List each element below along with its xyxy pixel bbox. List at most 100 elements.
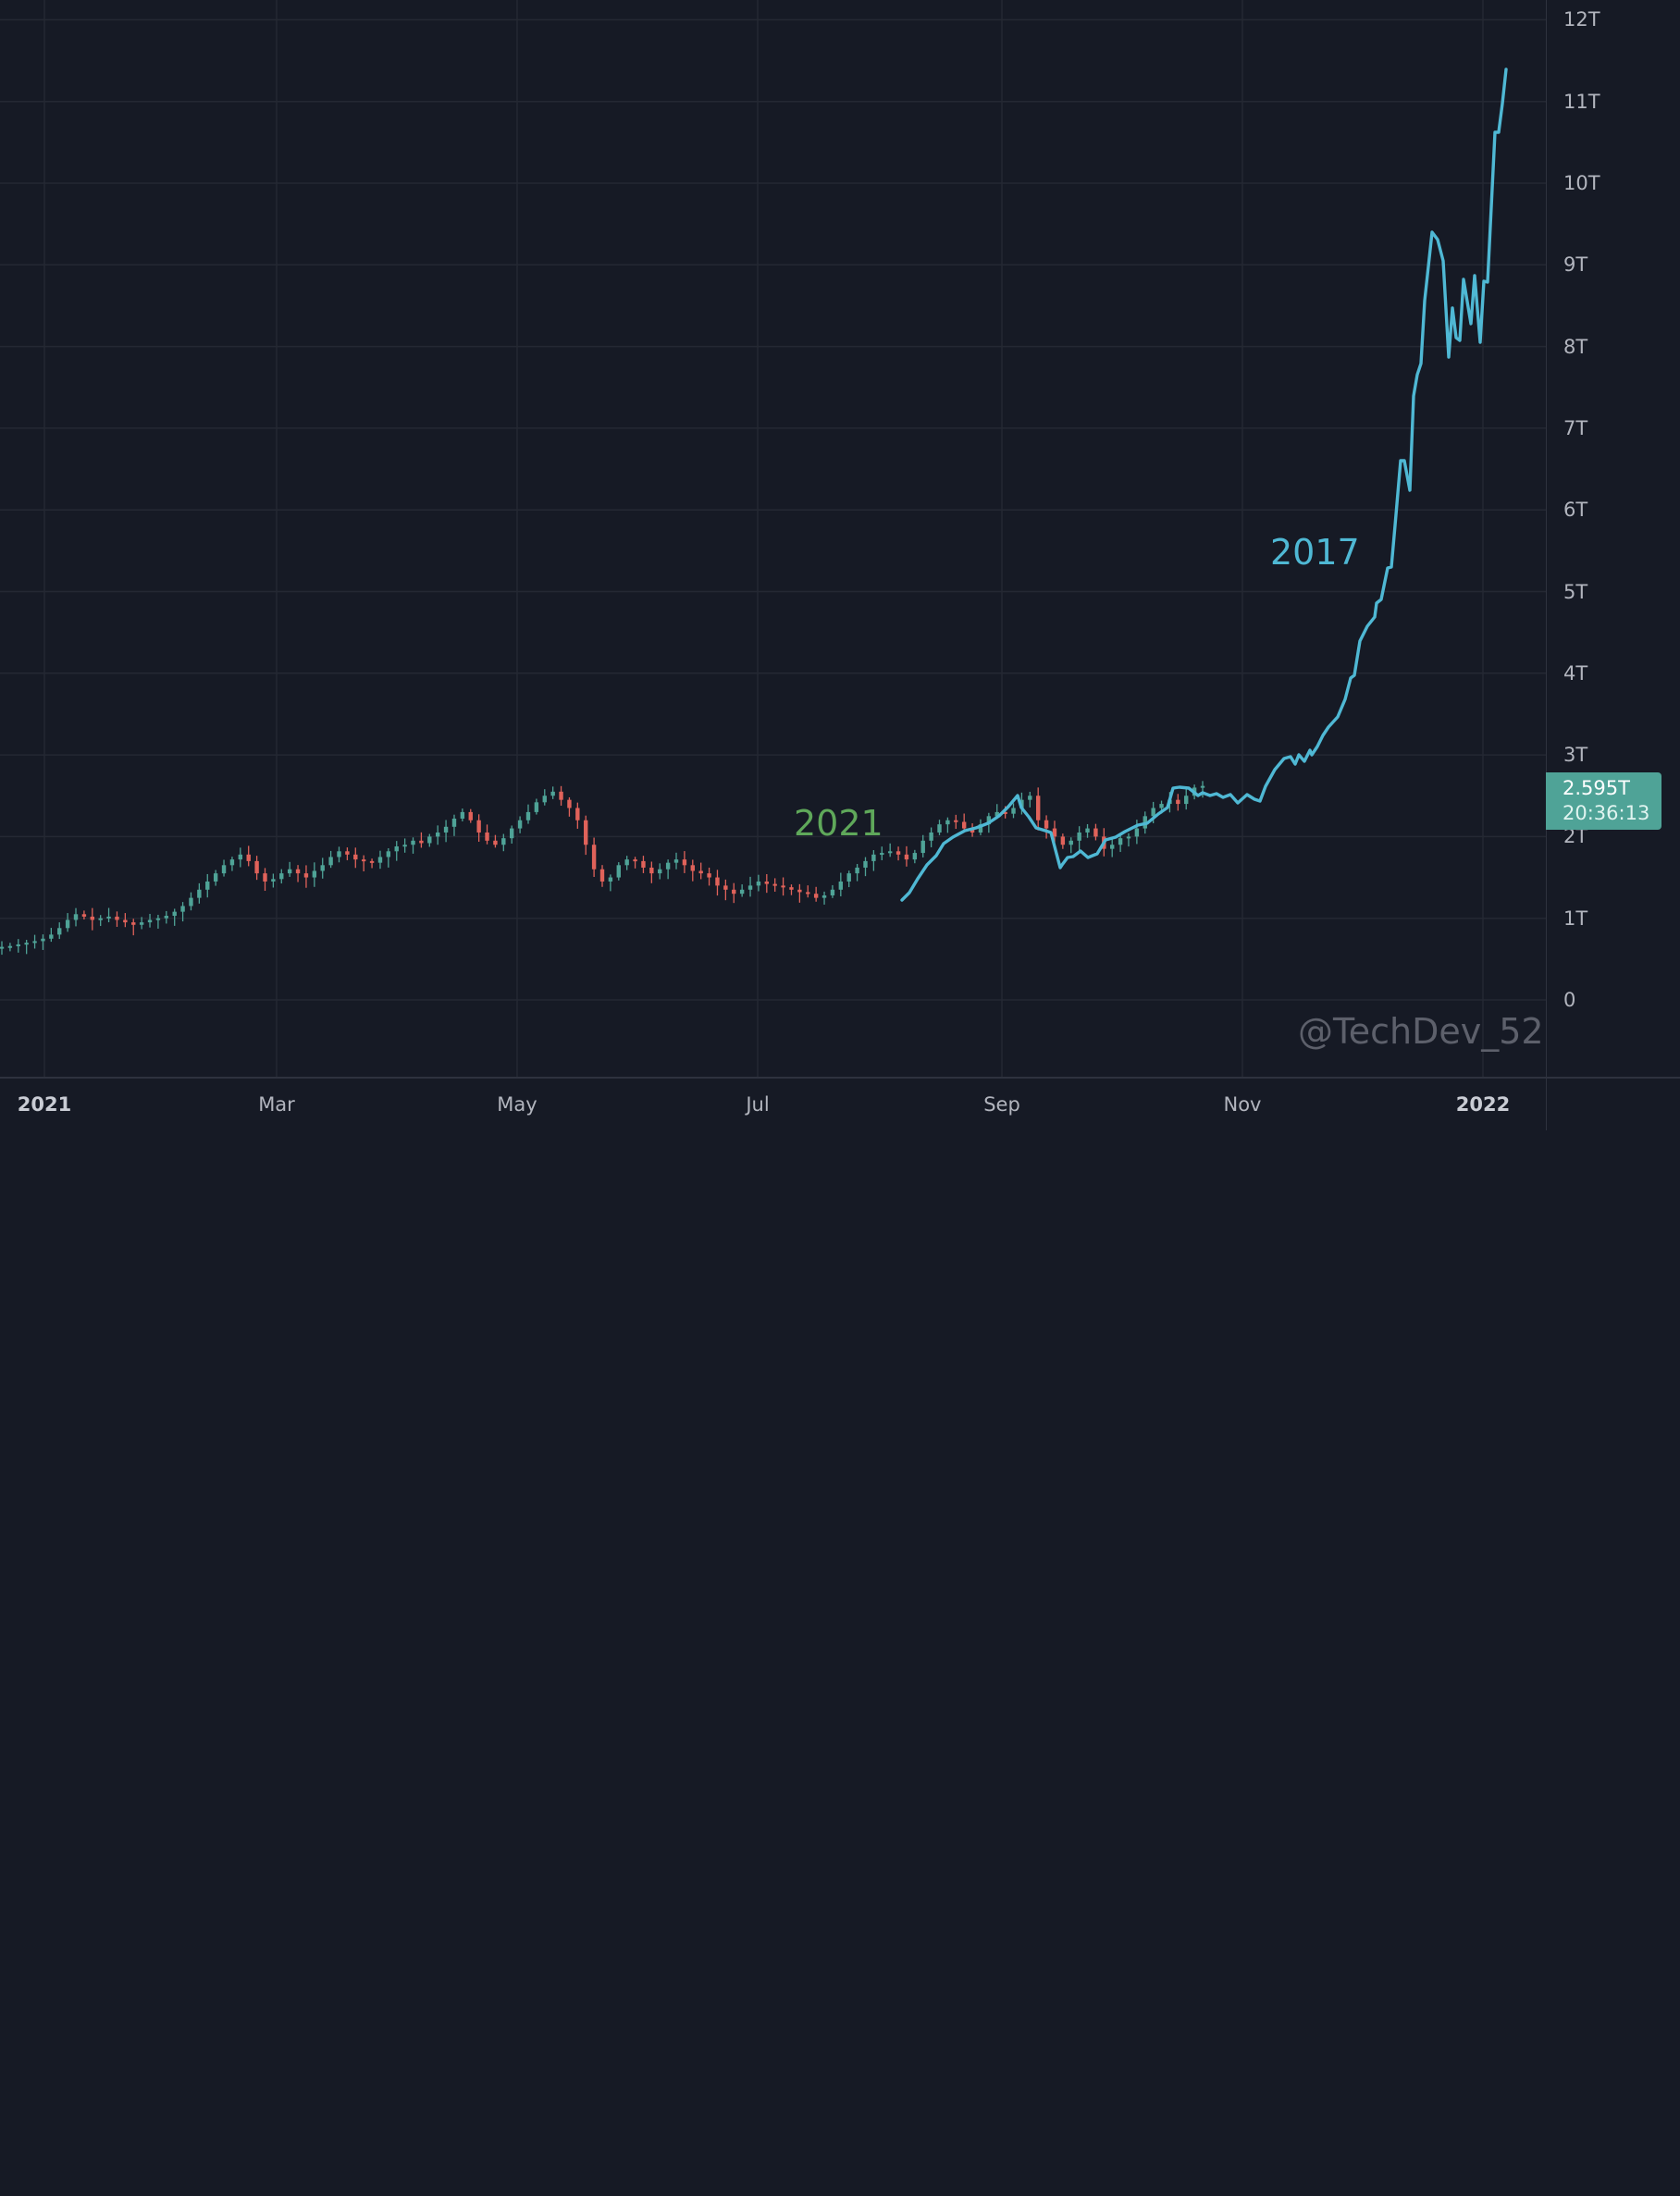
candle-body	[945, 820, 950, 825]
candle-body	[1003, 811, 1007, 814]
candle-body	[880, 853, 884, 856]
candle-body	[369, 860, 375, 863]
time-tick: Sep	[983, 1093, 1020, 1116]
watermark: @TechDev_52	[1298, 1011, 1544, 1052]
price-tick: 0	[1563, 989, 1576, 1011]
candle-body	[386, 851, 391, 857]
bar-countdown: 20:36:13	[1563, 802, 1650, 824]
candle-body	[772, 883, 777, 886]
candle-body	[1126, 836, 1131, 839]
candle-body	[73, 914, 79, 920]
candle-body	[460, 811, 465, 819]
chart-pane[interactable]: 2021 2017 @TechDev_52	[0, 0, 1546, 1077]
candle-body	[1118, 838, 1123, 845]
candle-body	[616, 865, 621, 878]
candle-body	[402, 845, 407, 847]
last-price-value: 2.595T	[1563, 777, 1630, 799]
candle-body	[525, 811, 531, 820]
candle-body	[41, 938, 45, 942]
candle-body	[912, 853, 918, 860]
time-tick: May	[497, 1093, 537, 1116]
time-tick: Nov	[1223, 1093, 1262, 1116]
candle-body	[1035, 796, 1041, 820]
candle-body	[723, 885, 728, 890]
candle-body	[1159, 804, 1164, 808]
candle-body	[468, 811, 473, 820]
candle-body	[707, 873, 711, 878]
candle-body	[246, 854, 251, 861]
candle-body	[32, 941, 37, 944]
price-tick: 4T	[1563, 661, 1588, 685]
candle-body	[608, 877, 613, 882]
candle-body	[106, 916, 111, 919]
annotation-2017-label: 2017	[1270, 532, 1360, 573]
candle-body	[739, 889, 745, 894]
price-tick: 12T	[1563, 8, 1600, 31]
candle-body	[65, 919, 70, 929]
chart-plot[interactable]	[0, 0, 1546, 1077]
candle-body	[624, 859, 629, 866]
candle-body	[970, 828, 975, 833]
candle-body	[1077, 832, 1081, 841]
candle-body	[16, 944, 20, 946]
candle-body	[994, 811, 999, 817]
candle-body	[838, 881, 844, 890]
candle-body	[1151, 808, 1155, 817]
candle-body	[303, 873, 309, 878]
candle-body	[361, 859, 366, 862]
price-axis[interactable]: 12T 11T 10T 9T 8T 7T 6T 5T 4T 3T 2T 1T 0	[1546, 0, 1680, 1077]
time-axis[interactable]: 2021 Mar May Jul Sep Nov 2022	[0, 1077, 1546, 1130]
price-tick: 8T	[1563, 335, 1588, 358]
candle-body	[806, 892, 810, 894]
candle-body	[904, 854, 909, 860]
price-tick: 1T	[1563, 907, 1588, 930]
candle-body	[501, 838, 506, 845]
candle-body	[377, 857, 383, 863]
candle-body	[550, 791, 555, 796]
candle-body	[263, 873, 267, 882]
candle-body	[493, 840, 498, 845]
candle-body	[57, 928, 62, 935]
candle-body	[0, 946, 5, 949]
candle-body	[139, 922, 144, 925]
price-tick: 7T	[1563, 416, 1588, 439]
price-tick: 10T	[1563, 172, 1600, 194]
candle-body	[123, 919, 128, 923]
candle-body	[1060, 836, 1066, 845]
candle-body	[690, 865, 695, 871]
candle-body	[320, 865, 325, 871]
candle-body	[238, 854, 243, 860]
candle-body	[1028, 796, 1032, 800]
candle-body	[855, 867, 859, 874]
candle-body	[229, 859, 235, 866]
candle-body	[98, 918, 103, 920]
candle-body	[954, 820, 958, 822]
annotation-2021-label: 2021	[794, 803, 883, 844]
candle-body	[567, 799, 572, 808]
time-tick: Mar	[258, 1093, 295, 1116]
candle-body	[896, 851, 901, 855]
candle-body	[1176, 799, 1180, 805]
candle-body	[698, 870, 703, 874]
candle-body	[197, 889, 202, 898]
candle-body	[715, 877, 720, 886]
candle-body	[205, 881, 210, 890]
candle-body	[937, 824, 942, 833]
price-tick: 3T	[1563, 744, 1588, 767]
candle-body	[295, 869, 301, 874]
candle-body	[90, 916, 94, 920]
overlay-2017-line	[900, 68, 1508, 902]
candle-body	[542, 796, 547, 803]
candle-body	[443, 826, 449, 833]
candle-body	[172, 911, 177, 917]
candle-body	[747, 885, 753, 890]
candle-body	[534, 802, 539, 812]
candle-body	[978, 824, 983, 833]
candle-body	[213, 873, 218, 882]
candle-body	[451, 818, 457, 827]
candle-body	[871, 854, 876, 861]
candle-body	[7, 945, 13, 948]
candle-body	[633, 859, 637, 862]
candle-body	[575, 808, 580, 820]
candle-body	[49, 934, 54, 939]
